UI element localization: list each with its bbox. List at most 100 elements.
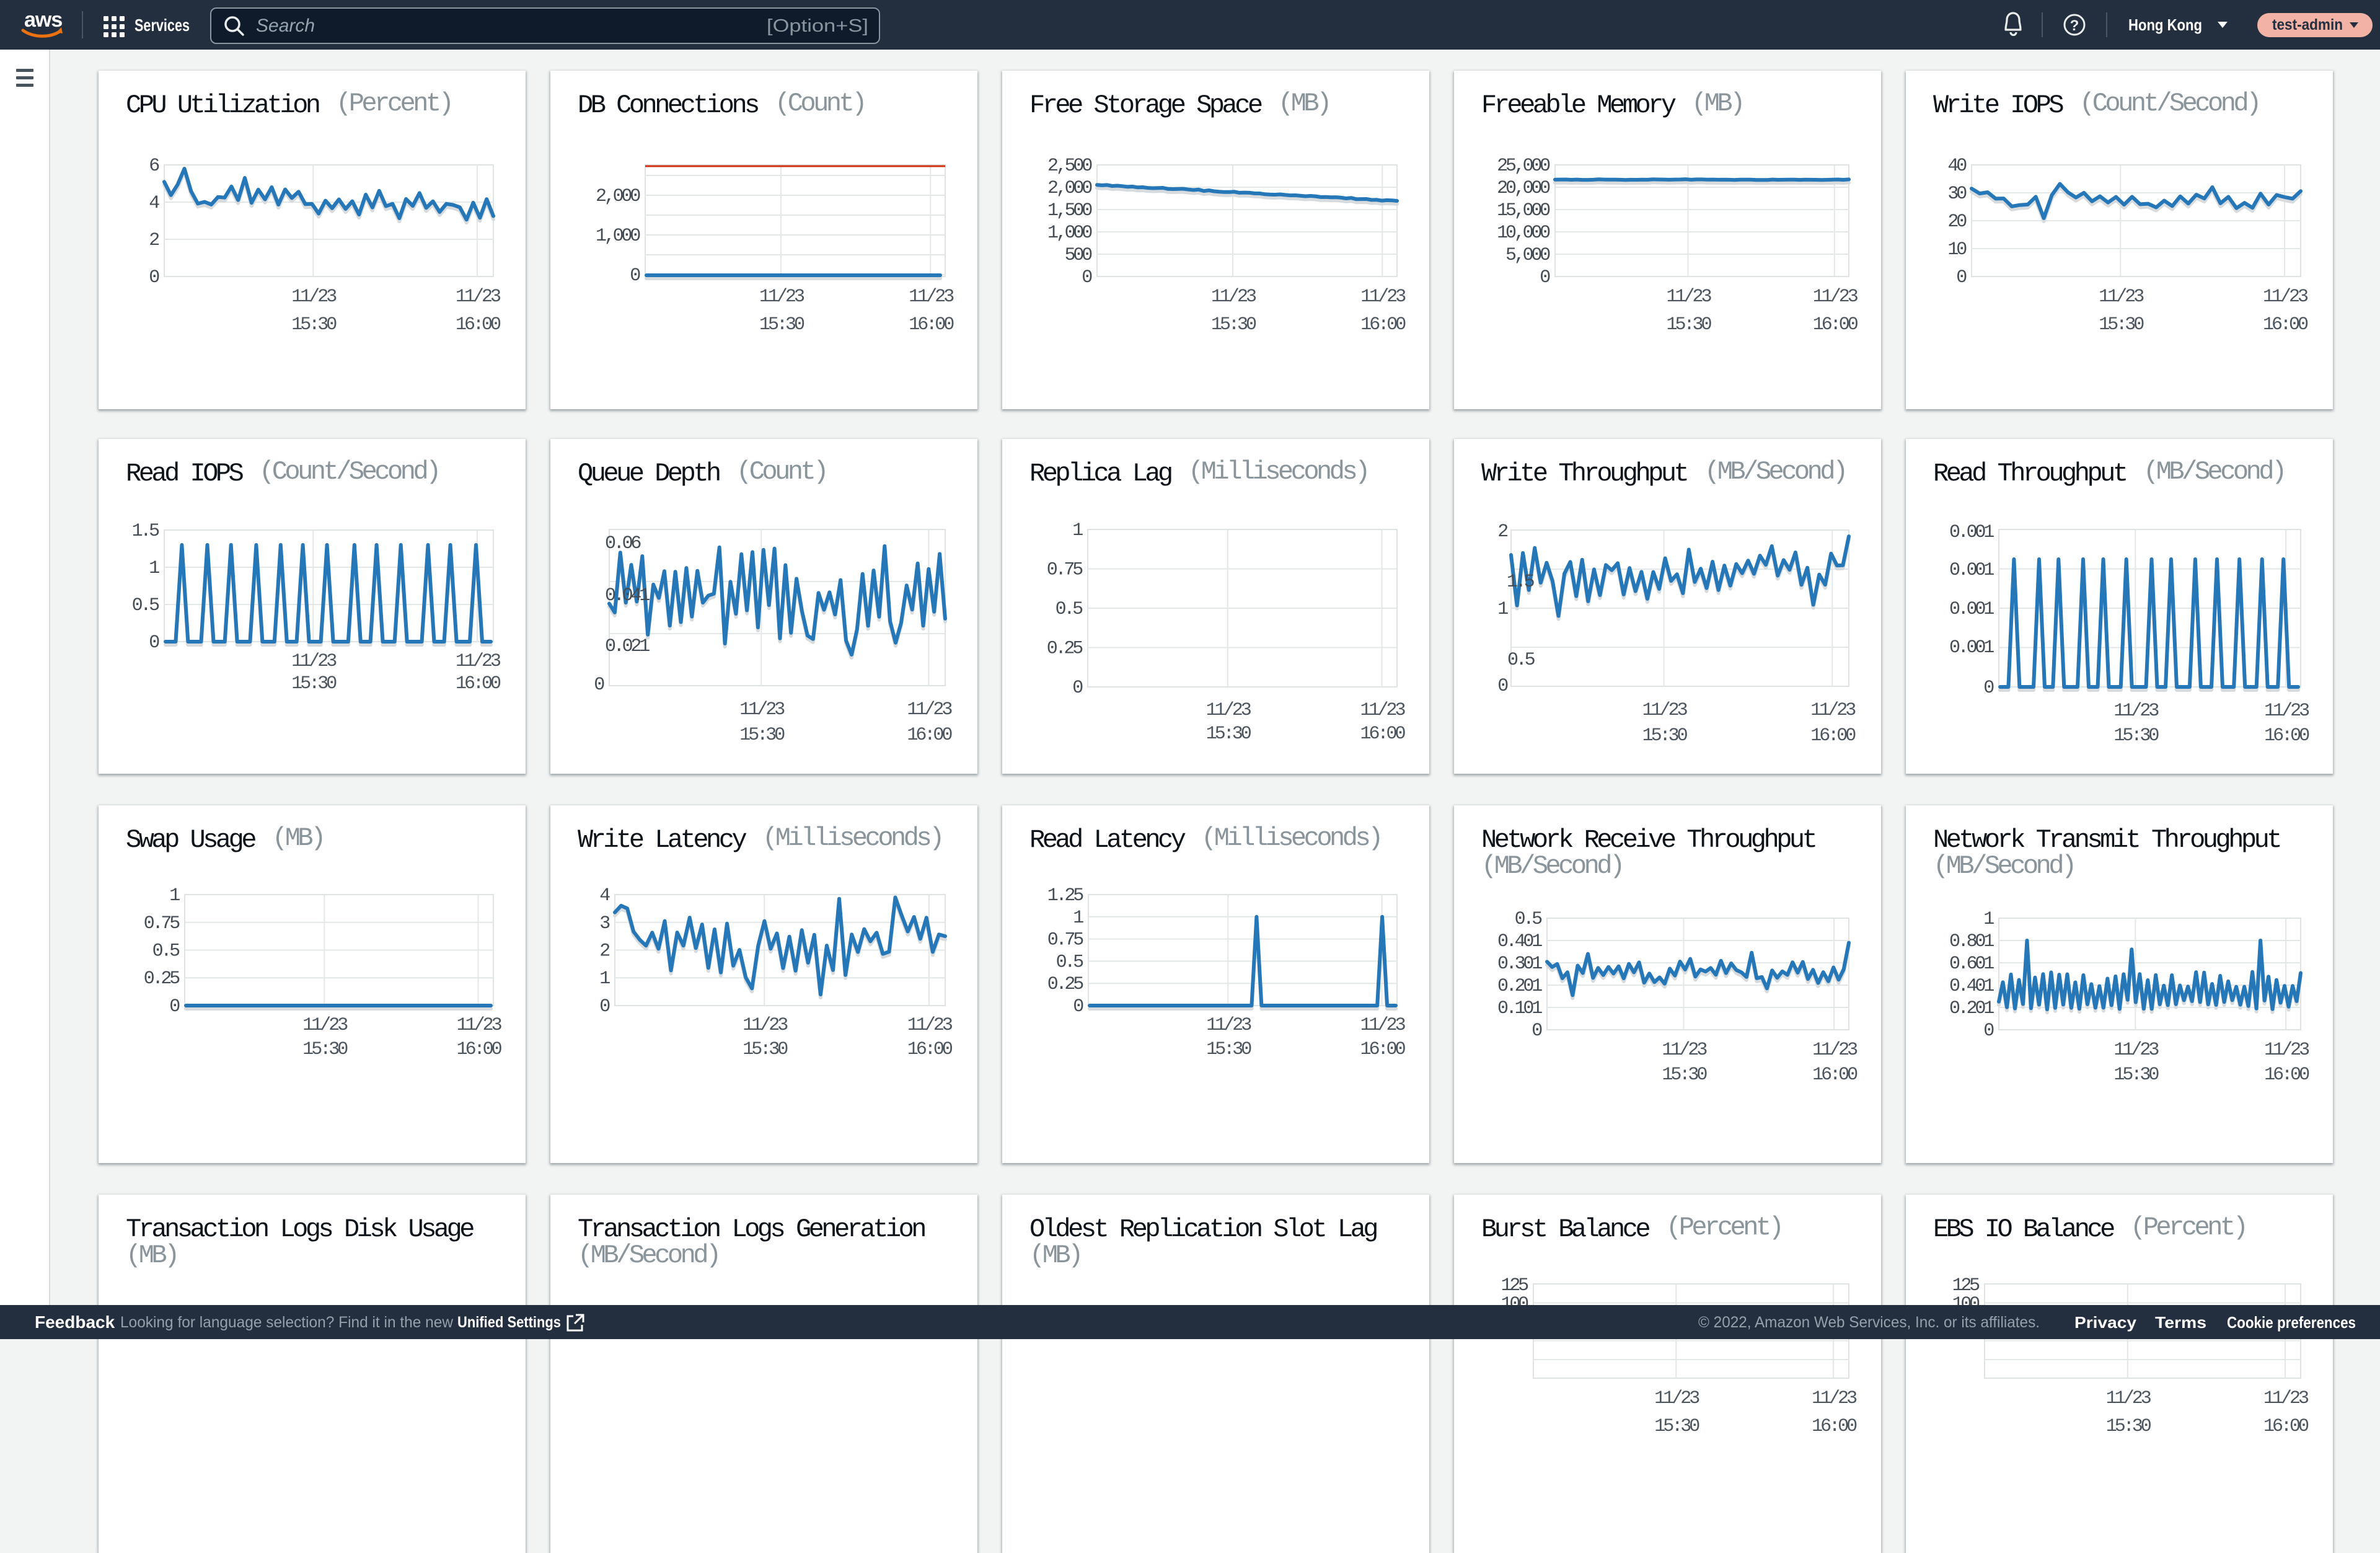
svg-text:(MB): (MB) [1278, 89, 1329, 118]
svg-text:(Count): (Count) [775, 89, 865, 118]
svg-text:15:30: 15:30 [743, 1039, 788, 1060]
svg-text:11/23: 11/23 [1360, 286, 1406, 308]
svg-text:16:00: 16:00 [2264, 725, 2309, 746]
svg-text:DB Connections: DB Connections [578, 91, 758, 120]
svg-text:(Count/Second): (Count/Second) [259, 457, 439, 487]
svg-text:0.001: 0.001 [1949, 560, 1994, 581]
svg-text:0: 0 [149, 632, 159, 653]
svg-text:Oldest Replication Slot Lag: Oldest Replication Slot Lag [1029, 1215, 1377, 1244]
svg-text:1: 1 [169, 885, 180, 906]
svg-text:15:30: 15:30 [291, 673, 337, 694]
svg-text:Transaction Logs Disk Usage: Transaction Logs Disk Usage [126, 1215, 474, 1244]
svg-text:16:00: 16:00 [907, 1039, 953, 1060]
svg-text:11/23: 11/23 [2099, 286, 2144, 308]
svg-text:Read IOPS: Read IOPS [126, 459, 244, 489]
svg-text:0: 0 [1082, 267, 1092, 288]
svg-text:11/23: 11/23 [291, 286, 337, 308]
svg-text:11/23: 11/23 [456, 651, 501, 672]
svg-text:0: 0 [1983, 678, 1994, 699]
svg-text:15:30: 15:30 [1206, 723, 1251, 745]
svg-text:0: 0 [1532, 1020, 1542, 1042]
svg-text:Replica Lag: Replica Lag [1029, 459, 1171, 489]
svg-text:15:30: 15:30 [291, 314, 337, 335]
svg-text:2,000: 2,000 [1047, 178, 1092, 199]
svg-text:11/23: 11/23 [1662, 1040, 1707, 1061]
svg-text:(MB): (MB) [1691, 89, 1743, 118]
svg-text:15:30: 15:30 [2099, 314, 2144, 335]
svg-text:16:00: 16:00 [1812, 1064, 1858, 1086]
svg-text:0: 0 [1983, 1020, 1994, 1042]
svg-text:2,000: 2,000 [596, 186, 640, 207]
svg-text:15:30: 15:30 [759, 314, 804, 335]
svg-text:11/23: 11/23 [909, 286, 954, 308]
svg-text:11/23: 11/23 [1211, 286, 1256, 308]
svg-text:16:00: 16:00 [909, 314, 954, 335]
svg-text:(MB): (MB) [126, 1241, 177, 1270]
svg-text:[Option+S]: [Option+S] [767, 16, 868, 36]
svg-text:5,000: 5,000 [1505, 245, 1550, 266]
svg-text:1: 1 [1497, 599, 1508, 620]
svg-text:11/23: 11/23 [457, 1015, 502, 1036]
svg-text:11/23: 11/23 [2264, 1040, 2309, 1061]
svg-text:0.25: 0.25 [144, 968, 180, 989]
svg-text:0.801: 0.801 [1949, 931, 1994, 952]
svg-text:16:00: 16:00 [2263, 314, 2308, 335]
svg-text:20: 20 [1947, 211, 1967, 232]
svg-text:Looking for language selection: Looking for language selection? Find it … [120, 1314, 454, 1331]
svg-text:16:00: 16:00 [1810, 725, 1856, 746]
svg-text:16:00: 16:00 [907, 725, 952, 746]
svg-text:0.75: 0.75 [1047, 560, 1083, 581]
svg-text:11/23: 11/23 [1360, 1015, 1406, 1036]
svg-text:Write IOPS: Write IOPS [1933, 91, 2063, 120]
svg-text:16:00: 16:00 [1813, 314, 1858, 335]
svg-text:11/23: 11/23 [1813, 286, 1858, 308]
svg-text:11/23: 11/23 [291, 651, 337, 672]
svg-text:15:30: 15:30 [739, 725, 785, 746]
svg-text:2: 2 [1497, 521, 1507, 542]
svg-text:11/23: 11/23 [456, 286, 501, 308]
svg-text:(MB/Second): (MB/Second) [1481, 851, 1623, 881]
svg-text:16:00: 16:00 [457, 1039, 502, 1060]
svg-text:(MB): (MB) [272, 823, 324, 853]
svg-text:11/23: 11/23 [2113, 701, 2159, 722]
svg-text:2: 2 [599, 941, 609, 962]
svg-text:(MB/Second): (MB/Second) [2143, 457, 2285, 487]
svg-text:11/23: 11/23 [1666, 286, 1711, 308]
svg-text:16:00: 16:00 [1360, 1039, 1406, 1060]
svg-text:1.25: 1.25 [1047, 885, 1083, 906]
svg-text:0.201: 0.201 [1497, 976, 1542, 997]
svg-text:Read Throughput: Read Throughput [1933, 459, 2126, 489]
svg-text:1,000: 1,000 [596, 226, 640, 247]
svg-text:11/23: 11/23 [1810, 700, 1856, 721]
svg-text:0: 0 [1497, 676, 1508, 697]
svg-text:15:30: 15:30 [1666, 314, 1711, 335]
svg-text:15:30: 15:30 [1206, 1039, 1251, 1060]
svg-text:(Percent): (Percent) [336, 89, 451, 118]
svg-text:15:30: 15:30 [2113, 1064, 2159, 1086]
svg-text:125: 125 [1952, 1275, 1980, 1296]
svg-text:0.001: 0.001 [1949, 599, 1994, 620]
svg-text:(MB/Second): (MB/Second) [578, 1241, 719, 1270]
svg-text:0: 0 [1540, 267, 1550, 288]
svg-text:Write Latency: Write Latency [578, 825, 746, 855]
svg-text:2,500: 2,500 [1047, 156, 1092, 177]
svg-text:0: 0 [599, 996, 610, 1017]
svg-text:11/23: 11/23 [1642, 700, 1688, 721]
svg-text:(Count): (Count) [736, 457, 826, 487]
svg-text:11/23: 11/23 [743, 1015, 788, 1036]
svg-text:11/23: 11/23 [907, 1015, 953, 1036]
svg-text:0.25: 0.25 [1047, 974, 1083, 995]
svg-text:0: 0 [169, 996, 180, 1017]
svg-text:0.25: 0.25 [1047, 639, 1083, 660]
svg-text:(Milliseconds): (Milliseconds) [762, 823, 942, 853]
svg-text:11/23: 11/23 [1206, 700, 1251, 721]
svg-text:Unified Settings: Unified Settings [457, 1314, 561, 1331]
svg-text:(Count/Second): (Count/Second) [2079, 89, 2259, 118]
svg-text:Transaction Logs Generation: Transaction Logs Generation [578, 1215, 925, 1244]
svg-text:0.001: 0.001 [1949, 522, 1994, 543]
svg-text:0.5: 0.5 [132, 595, 160, 616]
svg-text:Queue Depth: Queue Depth [578, 459, 720, 489]
svg-text:aws: aws [24, 8, 62, 32]
svg-text:11/23: 11/23 [2264, 701, 2309, 722]
svg-text:15:30: 15:30 [1662, 1064, 1707, 1086]
